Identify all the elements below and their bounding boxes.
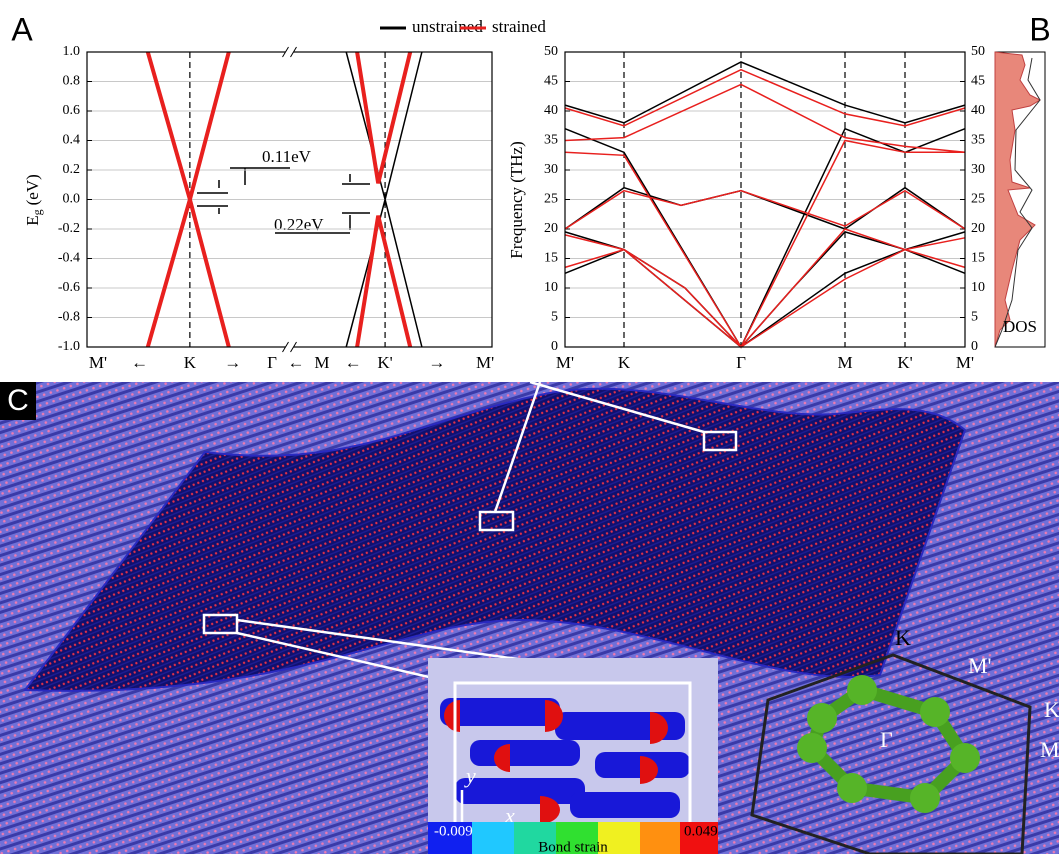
y-tick-label: -1.0 — [58, 339, 80, 354]
y2-tick-label: 30 — [971, 162, 985, 177]
y-tick-label: 0.6 — [63, 103, 81, 118]
x-tick-label: M' — [476, 353, 494, 372]
y2-tick-label: 25 — [971, 192, 985, 207]
y-axis-title: Frequency (THz) — [507, 141, 526, 259]
y2-tick-label: 20 — [971, 221, 985, 236]
y-tick-label: 1.0 — [63, 44, 81, 59]
y-tick-label: -0.8 — [58, 310, 80, 325]
panel-label: B — [1029, 11, 1050, 47]
annotation: 0.11eV — [262, 147, 312, 166]
y2-tick-label: 15 — [971, 251, 985, 266]
y-axis-title-main: E — [23, 215, 42, 225]
y2-tick-label: 40 — [971, 103, 985, 118]
dos-label: DOS — [1003, 317, 1037, 336]
x-tick-label: ← — [345, 353, 362, 372]
x-tick-label: K' — [897, 353, 912, 372]
colorbar-max: 0.049 — [684, 823, 718, 839]
figure: C y x -0.009 0.049 — [0, 0, 1059, 854]
y-axis-title-unit: (eV) — [23, 174, 42, 205]
y-tick-label: 30 — [544, 162, 558, 177]
y-tick-label: 10 — [544, 280, 558, 295]
x-tick-label: → — [224, 353, 241, 372]
y-tick-label: 50 — [544, 44, 558, 59]
x-tick-label: M' — [89, 353, 107, 372]
y-tick-label: 45 — [544, 74, 558, 89]
y-tick-label: -0.6 — [58, 280, 80, 295]
y2-tick-label: 45 — [971, 74, 985, 89]
annotation: 0.22eV — [274, 215, 324, 234]
legend-label: strained — [492, 17, 546, 36]
x-tick-label: M — [837, 353, 852, 372]
x-tick-label: → — [428, 353, 445, 372]
y-tick-label: 15 — [544, 251, 558, 266]
y2-tick-label: 10 — [971, 280, 985, 295]
x-tick-label: K — [184, 353, 197, 372]
bz-label: M' — [968, 653, 992, 678]
y-tick-label: 0.8 — [63, 74, 81, 89]
y-axis-title-sub: g — [30, 209, 44, 215]
y-tick-label: 0.4 — [63, 133, 81, 148]
y-tick-label: -0.2 — [58, 221, 80, 236]
bz-label: K — [895, 625, 911, 650]
y-tick-label: -0.4 — [58, 251, 80, 266]
y-tick-label: 0.0 — [63, 192, 81, 207]
bz-label: M — [1040, 737, 1059, 762]
colorbar-title: Bond strain — [538, 839, 608, 854]
colorbar-min: -0.009 — [434, 823, 473, 839]
dos-panel: DOS — [995, 52, 1045, 347]
bond-inset: y x -0.009 0.049 Bond strain — [428, 658, 718, 854]
legend-label: unstrained — [412, 17, 483, 36]
y-axis-title: Eg (eV) — [23, 174, 44, 226]
y2-tick-label: 50 — [971, 44, 985, 59]
panel-label: A — [11, 11, 33, 47]
axis-y-label: y — [464, 763, 476, 788]
y-tick-label: 5 — [551, 310, 558, 325]
panel-label: C — [7, 384, 29, 417]
bz-label: Γ — [880, 727, 893, 752]
y-tick-label: 0.2 — [63, 162, 81, 177]
panel-c: C y x -0.009 0.049 — [0, 382, 1059, 854]
y-tick-label: 40 — [544, 103, 558, 118]
x-tick-label: M' — [956, 353, 974, 372]
x-tick-label: K' — [377, 353, 392, 372]
x-tick-label: Γ — [267, 353, 277, 372]
y2-tick-label: 35 — [971, 133, 985, 148]
x-tick-label: M — [314, 353, 329, 372]
x-tick-label: M' — [556, 353, 574, 372]
y-tick-label: 20 — [544, 221, 558, 236]
y-tick-label: 35 — [544, 133, 558, 148]
bz-label: K — [1044, 697, 1059, 722]
y-tick-label: 25 — [544, 192, 558, 207]
x-tick-label: Γ — [736, 353, 746, 372]
x-tick-label: ← — [287, 353, 304, 372]
y2-tick-label: 5 — [971, 310, 978, 325]
x-tick-label: K — [618, 353, 631, 372]
x-tick-label: ← — [131, 353, 148, 372]
